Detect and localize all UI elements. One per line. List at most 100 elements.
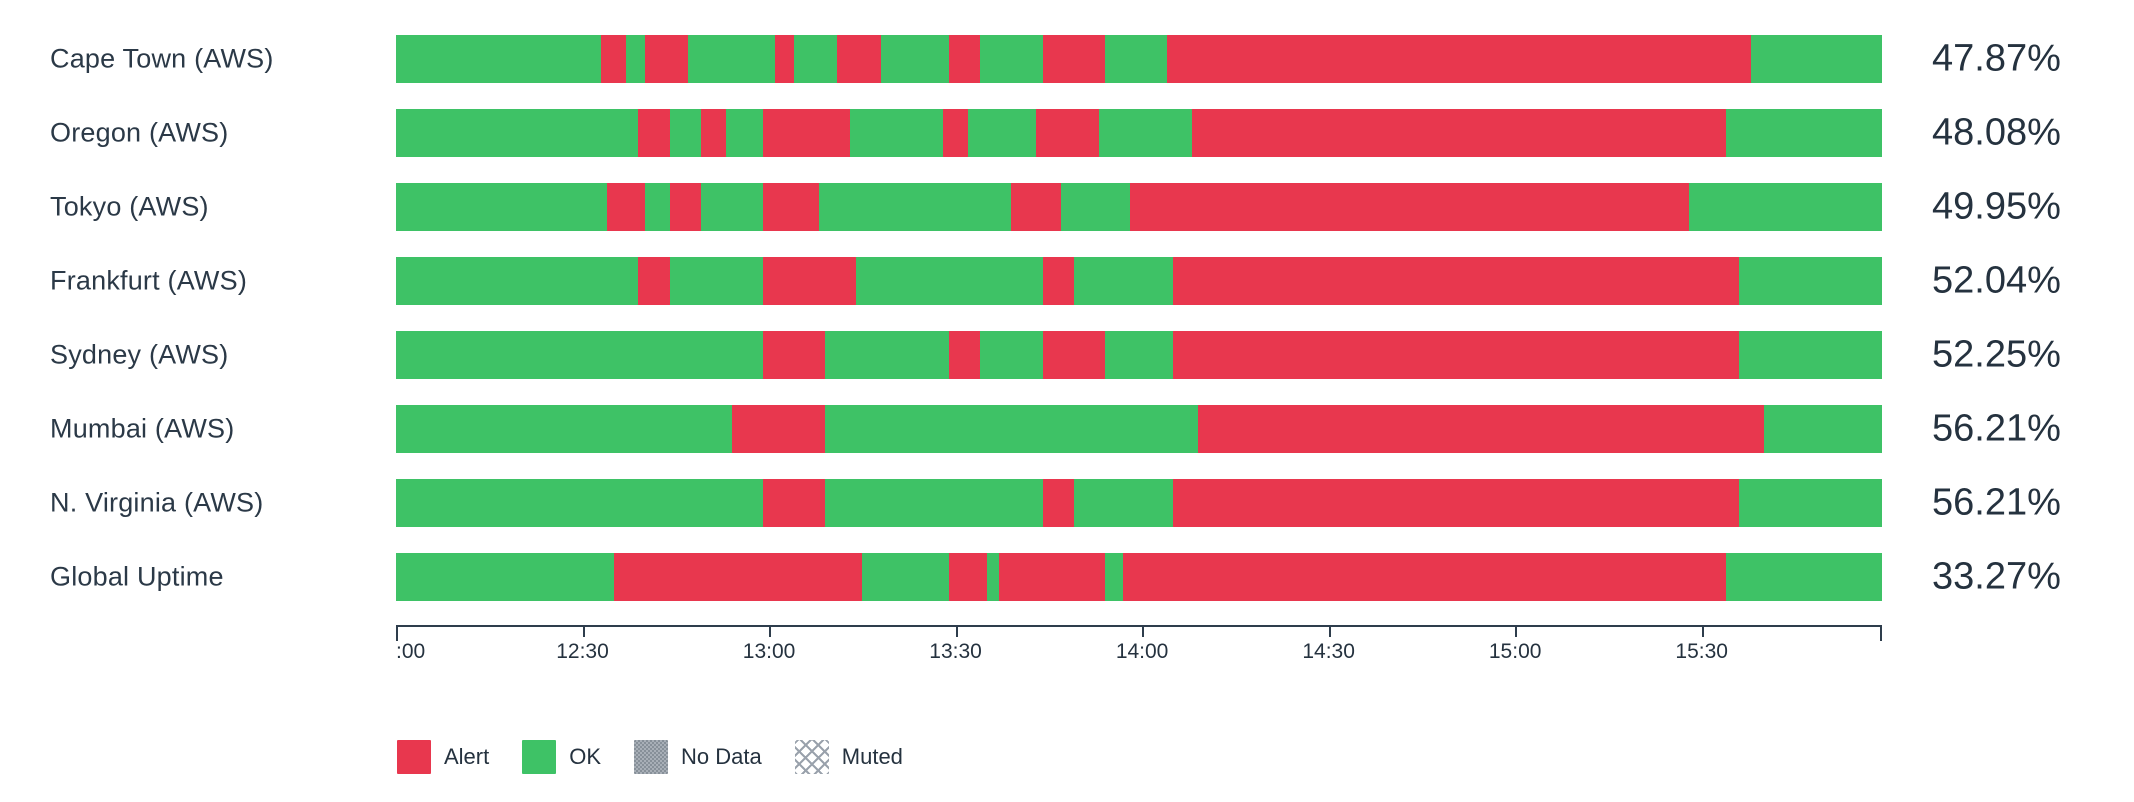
status-segment-ok[interactable] xyxy=(396,553,614,601)
uptime-value: 47.87% xyxy=(1932,37,2061,80)
status-segment-ok[interactable] xyxy=(396,35,602,83)
status-segment-alert[interactable] xyxy=(949,331,981,379)
axis-tick-label: 12:30 xyxy=(556,640,609,663)
legend-label: Muted xyxy=(841,744,903,769)
status-segment-ok[interactable] xyxy=(880,35,950,83)
status-segment-ok[interactable] xyxy=(688,35,776,83)
status-segment-alert[interactable] xyxy=(1036,109,1099,157)
status-segment-alert[interactable] xyxy=(943,109,968,157)
axis-tick xyxy=(1701,627,1704,637)
status-segment-alert[interactable] xyxy=(762,183,819,231)
status-segment-ok[interactable] xyxy=(980,35,1043,83)
status-segment-ok[interactable] xyxy=(1763,405,1882,453)
status-segment-alert[interactable] xyxy=(1123,553,1727,601)
row-label: Oregon (AWS) xyxy=(50,117,229,148)
status-segment-alert[interactable] xyxy=(1173,331,1739,379)
axis-tick xyxy=(955,627,958,637)
status-segment-ok[interactable] xyxy=(396,109,639,157)
status-segment-ok[interactable] xyxy=(1738,257,1882,305)
status-segment-alert[interactable] xyxy=(1173,479,1739,527)
status-segment-alert[interactable] xyxy=(613,553,863,601)
status-segment-ok[interactable] xyxy=(986,553,1000,601)
status-segment-alert[interactable] xyxy=(762,479,825,527)
status-segment-ok[interactable] xyxy=(1726,109,1882,157)
status-segment-ok[interactable] xyxy=(669,109,701,157)
axis-tick-label: 14:30 xyxy=(1302,640,1355,663)
status-segment-alert[interactable] xyxy=(1166,35,1752,83)
row-label: Tokyo (AWS) xyxy=(50,191,209,222)
status-segment-alert[interactable] xyxy=(731,405,825,453)
status-segment-ok[interactable] xyxy=(1104,35,1167,83)
status-segment-alert[interactable] xyxy=(837,35,881,83)
status-segment-alert[interactable] xyxy=(1173,257,1739,305)
status-segment-ok[interactable] xyxy=(1061,183,1130,231)
status-segment-alert[interactable] xyxy=(1042,35,1105,83)
status-segment-alert[interactable] xyxy=(999,553,1105,601)
status-segment-alert[interactable] xyxy=(638,257,670,305)
legend-item-no-data[interactable]: No Data xyxy=(634,740,762,774)
status-segment-ok[interactable] xyxy=(396,405,732,453)
uptime-value: 48.08% xyxy=(1932,111,2061,154)
status-segment-alert[interactable] xyxy=(601,35,627,83)
legend-item-muted[interactable]: Muted xyxy=(794,740,903,774)
status-segment-ok[interactable] xyxy=(396,183,608,231)
status-segment-ok[interactable] xyxy=(725,109,763,157)
status-segment-alert[interactable] xyxy=(1191,109,1727,157)
status-segment-ok[interactable] xyxy=(980,331,1043,379)
status-segment-alert[interactable] xyxy=(949,553,987,601)
status-segment-ok[interactable] xyxy=(396,331,763,379)
status-row: Tokyo (AWS) 49.95% xyxy=(0,183,2134,231)
status-segment-ok[interactable] xyxy=(967,109,1037,157)
status-segment-ok[interactable] xyxy=(818,183,1012,231)
status-segment-alert[interactable] xyxy=(1198,405,1764,453)
status-segment-ok[interactable] xyxy=(1104,553,1124,601)
status-bar xyxy=(396,405,1882,453)
status-segment-alert[interactable] xyxy=(949,35,981,83)
status-segment-ok[interactable] xyxy=(825,479,1043,527)
legend-item-alert[interactable]: Alert xyxy=(397,740,489,774)
status-segment-alert[interactable] xyxy=(1042,479,1074,527)
status-segment-ok[interactable] xyxy=(1738,331,1882,379)
status-segment-ok[interactable] xyxy=(856,257,1043,305)
status-segment-ok[interactable] xyxy=(1073,479,1174,527)
status-segment-ok[interactable] xyxy=(396,479,763,527)
status-segment-alert[interactable] xyxy=(762,109,850,157)
legend-label: No Data xyxy=(681,744,762,769)
status-segment-alert[interactable] xyxy=(644,35,689,83)
status-segment-ok[interactable] xyxy=(669,257,763,305)
status-segment-ok[interactable] xyxy=(1726,553,1882,601)
status-segment-alert[interactable] xyxy=(1129,183,1690,231)
axis-tick xyxy=(1515,627,1518,637)
status-segment-alert[interactable] xyxy=(700,109,726,157)
status-segment-ok[interactable] xyxy=(1104,331,1174,379)
status-segment-ok[interactable] xyxy=(793,35,838,83)
uptime-value: 52.04% xyxy=(1932,259,2061,302)
status-segment-alert[interactable] xyxy=(1042,257,1074,305)
status-segment-ok[interactable] xyxy=(626,35,645,83)
status-segment-alert[interactable] xyxy=(638,109,670,157)
status-segment-alert[interactable] xyxy=(762,331,825,379)
status-segment-alert[interactable] xyxy=(762,257,857,305)
status-segment-ok[interactable] xyxy=(862,553,950,601)
status-segment-ok[interactable] xyxy=(825,331,950,379)
status-row: N. Virginia (AWS) 56.21% xyxy=(0,479,2134,527)
status-segment-alert[interactable] xyxy=(669,183,701,231)
status-segment-ok[interactable] xyxy=(849,109,944,157)
status-segment-ok[interactable] xyxy=(1751,35,1882,83)
status-segment-ok[interactable] xyxy=(1738,479,1882,527)
status-row: Sydney (AWS) 52.25% xyxy=(0,331,2134,379)
status-segment-alert[interactable] xyxy=(1011,183,1062,231)
uptime-value: 49.95% xyxy=(1932,185,2061,228)
status-segment-alert[interactable] xyxy=(775,35,794,83)
status-segment-alert[interactable] xyxy=(1042,331,1105,379)
status-segment-alert[interactable] xyxy=(607,183,645,231)
legend-item-ok[interactable]: OK xyxy=(522,740,601,774)
status-segment-ok[interactable] xyxy=(1098,109,1192,157)
time-axis: :00 12:30 13:00 13:30 14:00 14:30 15:00 15:30 xyxy=(396,625,1882,667)
status-segment-ok[interactable] xyxy=(396,257,639,305)
status-segment-ok[interactable] xyxy=(1073,257,1174,305)
status-segment-ok[interactable] xyxy=(824,405,1199,453)
status-segment-ok[interactable] xyxy=(1689,183,1882,231)
status-segment-ok[interactable] xyxy=(644,183,670,231)
status-segment-ok[interactable] xyxy=(700,183,763,231)
